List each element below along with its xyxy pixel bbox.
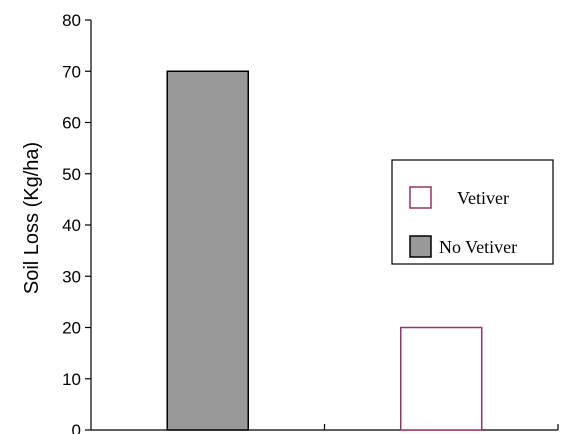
y-tick-label-50: 50 bbox=[62, 165, 81, 184]
y-axis: 0 10 20 30 40 50 60 70 80 bbox=[62, 11, 91, 434]
legend-swatch-no-vetiver bbox=[410, 236, 431, 257]
y-tick-label-80: 80 bbox=[62, 11, 81, 30]
legend-label-vetiver: Vetiver bbox=[457, 188, 509, 208]
y-tick-label-40: 40 bbox=[62, 216, 81, 235]
legend-label-no-vetiver: No Vetiver bbox=[439, 237, 517, 257]
y-axis-title: Soil Loss (Kg/ha) bbox=[21, 142, 43, 294]
y-tick-label-0: 0 bbox=[72, 421, 81, 434]
y-tick-label-30: 30 bbox=[62, 267, 81, 286]
bar-no-vetiver bbox=[167, 71, 248, 430]
x-axis bbox=[91, 424, 558, 430]
y-tick-label-70: 70 bbox=[62, 62, 81, 81]
y-tick-label-10: 10 bbox=[62, 370, 81, 389]
y-tick-label-20: 20 bbox=[62, 319, 81, 338]
bar-vetiver bbox=[401, 328, 482, 431]
y-tick-label-60: 60 bbox=[62, 114, 81, 133]
legend: Vetiver No Vetiver bbox=[392, 160, 553, 264]
legend-swatch-vetiver bbox=[410, 187, 431, 208]
